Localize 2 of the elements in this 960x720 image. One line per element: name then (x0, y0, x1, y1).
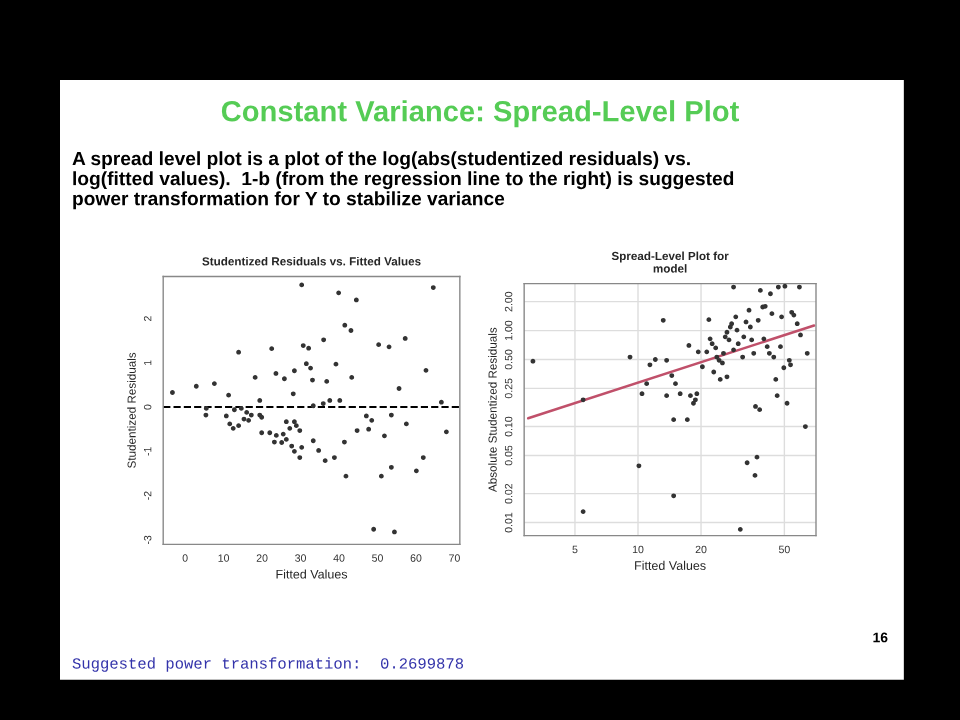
text: Constant Variance: Spread-Level Plot (221, 100, 739, 128)
text: A spread level plot is a plot of the log(abs(studentized residuals) vs. log(fitted values). 1-b (from the regression line to the right) is suggested power transformation for Y to stabilize variance (72, 151, 734, 210)
